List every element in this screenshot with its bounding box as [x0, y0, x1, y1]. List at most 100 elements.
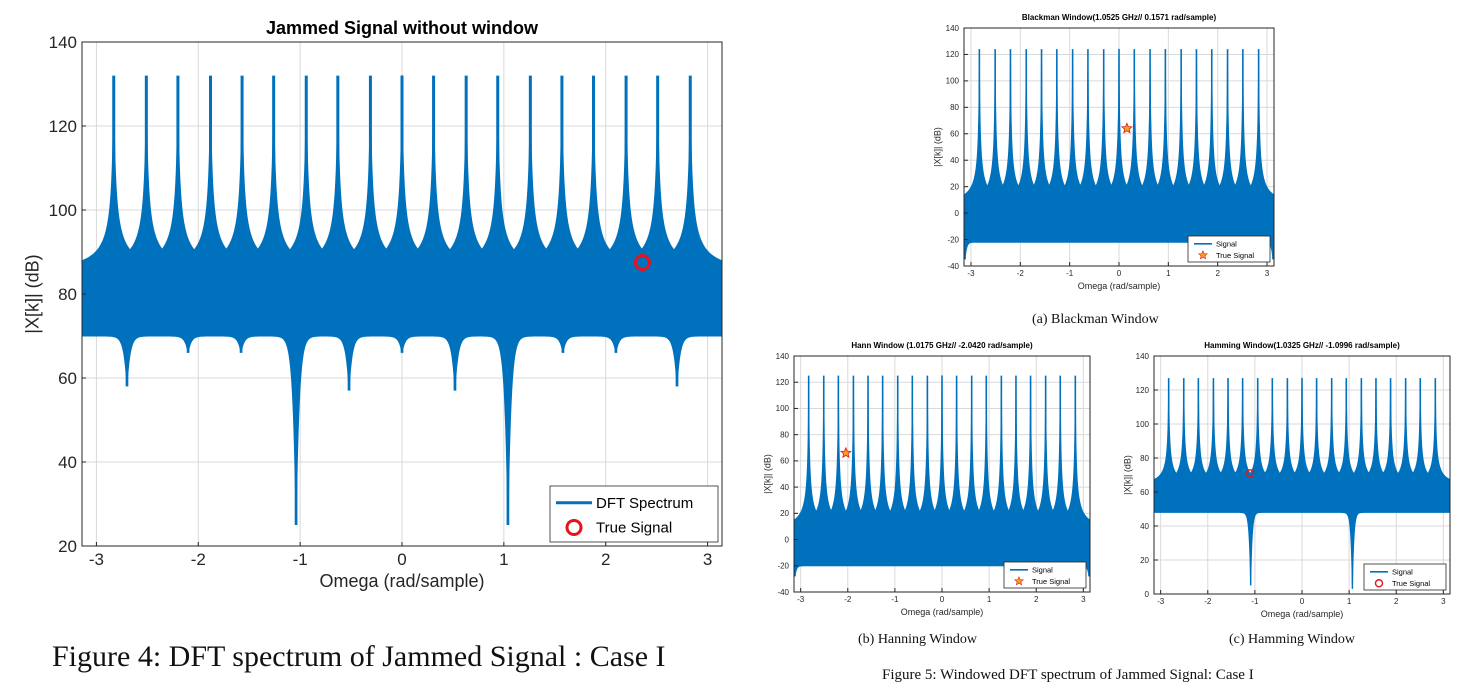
x-tick-label: -1 — [1251, 597, 1259, 606]
x-tick-label: 0 — [397, 550, 406, 569]
x-tick-label: 1 — [1166, 269, 1171, 278]
x-tick-label: -3 — [967, 269, 975, 278]
y-tick-label: 120 — [946, 50, 960, 59]
x-tick-label: 3 — [1441, 597, 1446, 606]
y-tick-label: 140 — [49, 33, 77, 52]
blackman-window-chart: -3 -2 -1 0 1 2 3 -40 -20 0 20 40 60 80 100 120 140 Blackm… — [932, 13, 1275, 291]
y-tick-label: -40 — [777, 588, 789, 597]
x-tick-label: -3 — [89, 550, 104, 569]
legend-swatch-true-signal — [1374, 579, 1384, 588]
y-tick-label: 100 — [776, 404, 790, 413]
x-tick-label: 1 — [499, 550, 508, 569]
legend-label-signal: Signal — [1032, 565, 1053, 574]
y-tick-label: 0 — [1145, 590, 1150, 599]
x-tick-label: -1 — [891, 595, 899, 604]
x-tick-label: 3 — [703, 550, 712, 569]
x-tick-label: -2 — [1017, 269, 1025, 278]
y-tick-label: 100 — [49, 201, 77, 220]
y-axis-label: |X[k]| (dB) — [23, 254, 43, 333]
x-axis-label: Omega (rad/sample) — [319, 571, 484, 591]
chart-title: Hamming Window(1.0325 GHz// -1.0996 rad/… — [1204, 341, 1400, 350]
y-tick-label: 100 — [1136, 420, 1150, 429]
x-tick-label: 2 — [601, 550, 610, 569]
y-tick-label: 120 — [1136, 386, 1150, 395]
y-tick-label: 140 — [776, 352, 790, 361]
legend-label-true-signal: True Signal — [596, 520, 672, 537]
y-tick-label: -20 — [777, 562, 789, 571]
chart-title: Blackman Window(1.0525 GHz// 0.1571 rad/… — [1022, 13, 1217, 22]
y-tick-label: 60 — [1140, 488, 1149, 497]
x-tick-label: 3 — [1081, 595, 1086, 604]
x-tick-label: -1 — [1066, 269, 1074, 278]
y-tick-label: 120 — [49, 117, 77, 136]
x-tick-label: -2 — [844, 595, 852, 604]
y-tick-label: 0 — [955, 209, 960, 218]
true-signal-marker — [839, 446, 852, 459]
dft-chart-no-window: -3 -2 -1 0 1 2 3 20 40 60 80 100 120 140 Jammed Signal… — [23, 18, 723, 591]
x-tick-label: 3 — [1265, 269, 1270, 278]
true-signal-marker — [1120, 122, 1133, 134]
y-tick-label: -20 — [947, 235, 959, 244]
x-tick-label: 2 — [1394, 597, 1399, 606]
y-tick-label: 40 — [780, 483, 789, 492]
y-axis-label: |X[k]| (dB) — [762, 454, 772, 494]
legend-label-true-signal: True Signal — [1392, 579, 1430, 588]
y-tick-label: 60 — [58, 369, 77, 388]
legend-label-signal: DFT Spectrum — [596, 495, 693, 512]
subfigure-c-caption: (c) Hamming Window — [1229, 632, 1355, 647]
y-tick-label: 20 — [58, 537, 77, 556]
y-tick-label: 40 — [1140, 522, 1149, 531]
chart-title: Jammed Signal without window — [266, 18, 539, 38]
legend-swatch-true-signal — [565, 518, 583, 536]
x-tick-label: 1 — [987, 595, 992, 604]
y-tick-label: 100 — [946, 77, 960, 86]
x-tick-label: -1 — [293, 550, 308, 569]
x-tick-label: 2 — [1034, 595, 1039, 604]
y-tick-label: 0 — [785, 535, 790, 544]
legend-label-true-signal: True Signal — [1216, 251, 1254, 260]
figure-4-caption: Figure 4: DFT spectrum of Jammed Signal … — [52, 640, 666, 673]
x-axis-label: Omega (rad/sample) — [901, 607, 984, 617]
y-tick-label: 140 — [946, 24, 960, 33]
y-tick-label: 20 — [1140, 556, 1149, 565]
legend-label-true-signal: True Signal — [1032, 577, 1070, 586]
x-axis-label: Omega (rad/sample) — [1078, 281, 1161, 291]
y-tick-label: 140 — [1136, 352, 1150, 361]
hann-window-chart: -3 -2 -1 0 1 2 3 -40 -20 0 20 40 60 80 100 120 140 Hann W… — [762, 341, 1091, 617]
y-tick-label: 60 — [780, 457, 789, 466]
legend-label-signal: Signal — [1392, 567, 1413, 576]
y-tick-label: -40 — [947, 262, 959, 271]
y-axis-label: |X[k]| (dB) — [1122, 455, 1132, 495]
chart-title: Hann Window (1.0175 GHz// -2.0420 rad/sa… — [851, 341, 1033, 350]
true-signal-marker — [633, 254, 651, 271]
y-tick-label: 120 — [776, 378, 790, 387]
x-tick-label: 2 — [1215, 269, 1220, 278]
y-tick-label: 20 — [950, 182, 959, 191]
y-axis-label: |X[k]| (dB) — [932, 127, 942, 167]
figure-5-caption: Figure 5: Windowed DFT spectrum of Jamme… — [882, 667, 1254, 683]
y-tick-label: 80 — [1140, 454, 1149, 463]
subfigure-a-caption: (a) Blackman Window — [1032, 312, 1159, 327]
x-tick-label: -3 — [1157, 597, 1165, 606]
y-tick-label: 80 — [950, 103, 959, 112]
legend-box — [1363, 563, 1447, 591]
x-tick-label: -3 — [797, 595, 805, 604]
legend-swatch-true-signal — [1198, 250, 1208, 260]
y-tick-label: 80 — [58, 285, 77, 304]
x-tick-label: -2 — [191, 550, 206, 569]
x-tick-label: 0 — [1300, 597, 1305, 606]
x-tick-label: 1 — [1347, 597, 1352, 606]
legend-swatch-true-signal — [1014, 576, 1024, 586]
hamming-window-chart: -3 -2 -1 0 1 2 3 0 20 40 60 80 100 120 140 Hamming Wind… — [1122, 341, 1451, 619]
y-tick-label: 20 — [780, 509, 789, 518]
y-tick-label: 80 — [780, 430, 789, 439]
x-tick-label: 0 — [940, 595, 945, 604]
y-tick-label: 40 — [58, 453, 77, 472]
x-axis-label: Omega (rad/sample) — [1261, 609, 1344, 619]
y-tick-label: 60 — [950, 130, 959, 139]
legend-label-signal: Signal — [1216, 239, 1237, 248]
y-tick-label: 40 — [950, 156, 959, 165]
true-signal-marker — [1245, 469, 1255, 478]
x-tick-label: -2 — [1204, 597, 1212, 606]
subfigure-b-caption: (b) Hanning Window — [858, 632, 977, 647]
